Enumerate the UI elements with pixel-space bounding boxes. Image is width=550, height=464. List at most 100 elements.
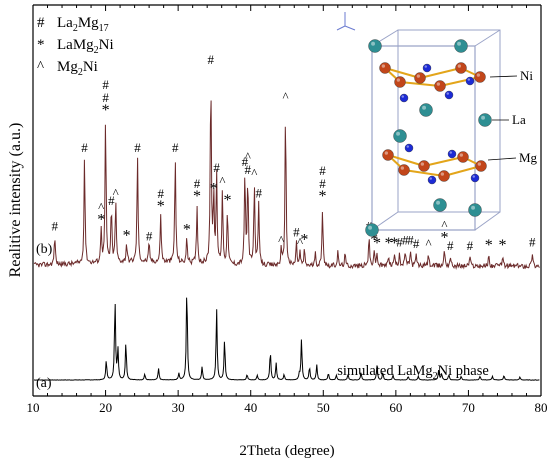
peak-marker-laMg2Ni: * xyxy=(385,235,393,252)
mg-atom-highlight xyxy=(420,162,424,166)
peak-marker-mg2Ni: ^ xyxy=(219,174,225,189)
annotation-subscript: 2 xyxy=(433,371,438,382)
peak-marker-mg2Ni: ^ xyxy=(278,232,284,247)
la-atom xyxy=(365,223,379,237)
peak-marker-la2Mg17: # xyxy=(172,140,179,155)
bond xyxy=(399,81,441,87)
axis-glyph-line xyxy=(344,25,356,31)
mg-atom-highlight xyxy=(457,64,461,68)
mg-atom-highlight xyxy=(396,78,400,82)
la-atom xyxy=(478,113,492,127)
peak-marker-la2Mg17: # xyxy=(146,228,153,243)
bond xyxy=(384,67,421,79)
peak-marker-la2Mg17: # xyxy=(208,52,215,67)
peak-marker-la2Mg17: # xyxy=(319,176,326,191)
ni-atom xyxy=(427,175,437,185)
la-atom-highlight xyxy=(368,225,372,230)
legend-entry: LaMg2Ni xyxy=(57,37,114,56)
legend-part: Mg xyxy=(78,15,99,31)
ni-atom-highlight xyxy=(467,78,470,81)
legend-part: Ni xyxy=(83,59,98,75)
peak-marker-mg2Ni: ^ xyxy=(297,234,303,249)
x-tick-label: 20 xyxy=(99,400,112,415)
peak-marker-mg2Ni: ^ xyxy=(251,166,257,181)
peak-marker-laMg2Ni: * xyxy=(373,235,381,252)
mg-atom xyxy=(457,151,469,163)
legend-subscript: 17 xyxy=(99,23,109,34)
crystal-structure-inset: Ni La Mg xyxy=(336,12,538,237)
peak-marker-laMg2Ni: * xyxy=(370,231,378,248)
legend-symbol: * xyxy=(37,37,45,53)
legend-entry: La2Mg17 xyxy=(57,15,109,34)
legend-subscript: 2 xyxy=(78,67,83,78)
mg-atom-highlight xyxy=(416,74,420,78)
peak-marker-laMg2Ni: * xyxy=(485,237,493,254)
la-atom xyxy=(433,198,447,212)
peak-marker-la2Mg17: # xyxy=(402,232,409,247)
legend-subscript: 2 xyxy=(94,45,99,56)
unit-cell-edge xyxy=(474,29,501,47)
peak-marker-la2Mg17: # xyxy=(102,77,109,92)
peak-marker-la2Mg17: # xyxy=(447,238,454,253)
legend-part: Ni xyxy=(99,37,114,53)
mg-atom xyxy=(414,72,426,84)
peak-marker-laMg2Ni: * xyxy=(390,235,398,252)
peak-marker-la2Mg17: # xyxy=(529,234,536,249)
legend-part: LaMg xyxy=(57,37,94,53)
peak-marker-laMg2Ni: * xyxy=(193,188,201,205)
y-axis-label: Realitive intensity (a.u.) xyxy=(7,123,24,278)
peak-marker-la2Mg17: # xyxy=(396,234,403,249)
legend-symbol: ^ xyxy=(37,59,44,75)
inset-atom-label: Ni xyxy=(520,68,533,83)
ni-atom xyxy=(399,93,409,103)
x-tick-label: 50 xyxy=(317,400,330,415)
mg-atom xyxy=(438,170,450,182)
series-b-line xyxy=(33,100,540,270)
ni-atom xyxy=(444,90,454,100)
peak-marker-la2Mg17: # xyxy=(293,224,300,239)
la-atom-highlight xyxy=(481,115,485,120)
mg-atom-highlight xyxy=(440,172,444,176)
peak-marker-laMg2Ni: * xyxy=(210,180,218,197)
peak-marker-laMg2Ni: * xyxy=(223,192,231,209)
peak-marker-mg2Ni: ^ xyxy=(98,200,104,215)
peak-marker-mg2Ni: ^ xyxy=(441,217,447,232)
x-tick-label: 80 xyxy=(535,400,548,415)
ni-atom xyxy=(465,76,475,86)
annotation-part: simulated LaMg xyxy=(337,363,432,379)
peak-marker-mg2Ni: ^ xyxy=(245,149,251,164)
mg-atom xyxy=(398,164,410,176)
bond xyxy=(443,165,482,177)
legend-part: Mg xyxy=(57,59,78,75)
bond xyxy=(419,67,462,79)
ni-atom-highlight xyxy=(472,175,475,178)
x-axis-label: 2Theta (degree) xyxy=(239,443,334,459)
series-a-line xyxy=(34,297,540,381)
peak-marker-laMg2Ni: * xyxy=(102,102,110,119)
mg-atom-highlight xyxy=(400,166,404,170)
bond xyxy=(387,154,425,167)
phase-legend: # La2Mg17* LaMg2Ni^ Mg2Ni xyxy=(37,15,114,78)
bond xyxy=(403,169,445,177)
ni-atom-highlight xyxy=(401,95,404,98)
inset-atom-label: La xyxy=(512,112,526,127)
la-atom-highlight xyxy=(436,200,440,205)
ni-atom-highlight xyxy=(429,177,432,180)
plot-area: 10 20 30 40 50 60 70 80 2Theta (degree) Realitive… xyxy=(7,4,548,459)
ni-atom-highlight xyxy=(424,65,427,68)
peak-marker-la2Mg17: # xyxy=(157,186,164,201)
la-atom xyxy=(393,129,407,143)
ni-atom xyxy=(404,143,414,153)
mg-atom xyxy=(455,62,467,74)
x-tick-label: 60 xyxy=(389,400,402,415)
peak-marker-la2Mg17: # xyxy=(108,193,115,208)
peak-marker-mg2Ni: ^ xyxy=(113,185,119,200)
mg-atom xyxy=(434,80,446,92)
peak-marker-la2Mg17: # xyxy=(134,140,141,155)
x-tick-label: 70 xyxy=(462,400,475,415)
peak-marker-laMg2Ni: * xyxy=(300,231,308,248)
peak-marker-mg2Ni: ^ xyxy=(425,236,431,251)
inset-atom-label: Mg xyxy=(519,150,538,165)
la-atom-highlight xyxy=(371,41,375,46)
ni-atom xyxy=(447,149,457,159)
